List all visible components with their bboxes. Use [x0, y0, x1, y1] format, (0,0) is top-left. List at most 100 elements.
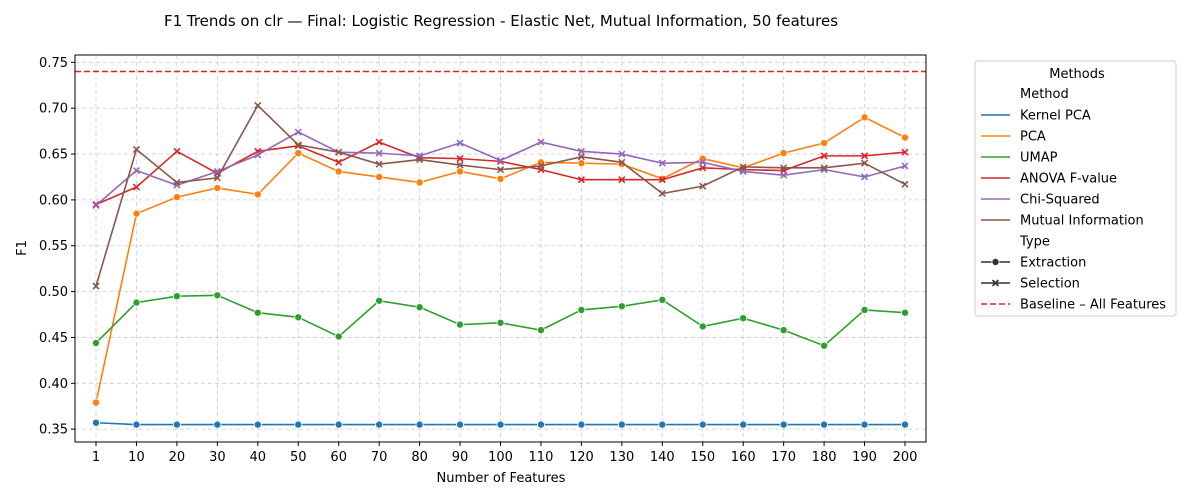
- data-point: [618, 158, 626, 166]
- x-tick-label: 120: [569, 450, 594, 465]
- legend-item-umap: UMAP: [981, 151, 1058, 166]
- gridlines: [75, 55, 926, 442]
- x-marker-stroke: [375, 160, 383, 168]
- x-marker-stroke: [416, 155, 424, 164]
- data-point: [820, 164, 828, 172]
- x-marker-stroke: [901, 180, 909, 188]
- data-point: [415, 178, 424, 187]
- x-tick-label: 150: [690, 450, 715, 465]
- x-marker-stroke: [294, 128, 302, 136]
- data-point: [132, 298, 141, 307]
- data-point: [375, 296, 384, 305]
- y-axis: 0.35 0.40 0.45 0.50 0.55 0.60 0.65 0.70 0.75: [39, 56, 75, 438]
- x-tick-label: 30: [209, 450, 226, 465]
- y-tick-label: 0.55: [39, 239, 68, 254]
- data-point: [901, 148, 909, 156]
- legend-item-baseline: Baseline – All Features: [981, 298, 1166, 313]
- data-point: [901, 133, 910, 142]
- x-marker-stroke: [577, 147, 585, 155]
- data-point: [698, 420, 707, 429]
- legend-marker: [991, 257, 1000, 266]
- x-marker-stroke: [901, 162, 909, 170]
- x-tick-label: 100: [488, 450, 513, 465]
- data-point: [253, 190, 262, 199]
- data-point: [173, 178, 181, 187]
- legend-item-selection: Selection: [981, 277, 1080, 292]
- data-point: [496, 166, 505, 174]
- legend-frame: [974, 60, 1177, 317]
- data-point: [253, 420, 262, 429]
- x-marker-stroke: [132, 145, 141, 154]
- data-point: [618, 150, 626, 158]
- x-marker-stroke: [699, 164, 707, 172]
- x-marker-stroke: [132, 183, 141, 191]
- data-point: [253, 308, 262, 317]
- y-tick-label: 0.60: [39, 193, 68, 208]
- data-point: [334, 332, 343, 341]
- data-point: [779, 149, 788, 158]
- data-point: [699, 164, 707, 172]
- x-marker-stroke: [496, 166, 505, 174]
- data-point: [92, 282, 100, 290]
- data-point: [739, 420, 748, 429]
- series-kernel-pca: [92, 418, 910, 429]
- data-point: [92, 338, 101, 347]
- data-point: [375, 149, 383, 157]
- data-point: [496, 174, 505, 183]
- data-point: [496, 420, 505, 429]
- data-point: [577, 176, 585, 184]
- x-marker-stroke: [699, 158, 707, 166]
- legend-title: Methods: [1049, 67, 1105, 82]
- data-point: [213, 174, 221, 182]
- data-point: [294, 128, 302, 136]
- x-marker-stroke: [577, 176, 585, 184]
- legend-label: Kernel PCA: [1020, 109, 1091, 124]
- data-point: [577, 153, 585, 161]
- legend-method-header: Method: [1020, 87, 1069, 102]
- data-point: [335, 158, 343, 166]
- data-point: [860, 152, 869, 160]
- x-axis-label: Number of Features: [437, 471, 566, 486]
- data-point: [294, 141, 302, 149]
- data-point: [294, 420, 303, 429]
- x-marker-stroke: [254, 101, 262, 110]
- y-axis-label: F1: [15, 240, 30, 256]
- data-point: [698, 154, 707, 163]
- data-point: [658, 176, 666, 184]
- x-marker-stroke: [658, 159, 666, 167]
- legend-label: PCA: [1020, 130, 1046, 145]
- y-tick-label: 0.50: [39, 285, 68, 300]
- data-point: [496, 318, 505, 327]
- data-point: [294, 313, 303, 322]
- data-point: [577, 147, 585, 155]
- x-marker-stroke: [860, 152, 869, 160]
- data-point: [375, 160, 383, 168]
- data-point: [173, 181, 181, 189]
- data-point: [780, 171, 788, 179]
- data-point: [698, 322, 707, 331]
- x-marker-stroke: [254, 151, 262, 159]
- x-marker-stroke: [618, 176, 626, 184]
- x-tick-label: 20: [169, 450, 186, 465]
- data-point: [658, 295, 667, 304]
- x-tick-label: 180: [812, 450, 837, 465]
- x-marker-stroke: [780, 171, 788, 179]
- x-tick-label: 40: [250, 450, 267, 465]
- data-point: [375, 420, 384, 429]
- data-point: [901, 420, 910, 429]
- data-point: [901, 162, 909, 170]
- x-marker-stroke: [618, 150, 626, 158]
- data-point: [254, 101, 262, 110]
- x-marker-stroke: [618, 158, 626, 166]
- legend-label: Mutual Information: [1020, 214, 1144, 229]
- data-point: [416, 155, 424, 164]
- x-marker-stroke: [739, 163, 747, 171]
- legend-label: Selection: [1020, 277, 1080, 292]
- x-tick-label: 80: [411, 450, 428, 465]
- x-marker-stroke: [213, 174, 221, 182]
- data-point: [739, 314, 748, 323]
- data-point: [820, 139, 829, 148]
- x-tick-label: 50: [290, 450, 307, 465]
- legend-label: ANOVA F-value: [1020, 172, 1117, 187]
